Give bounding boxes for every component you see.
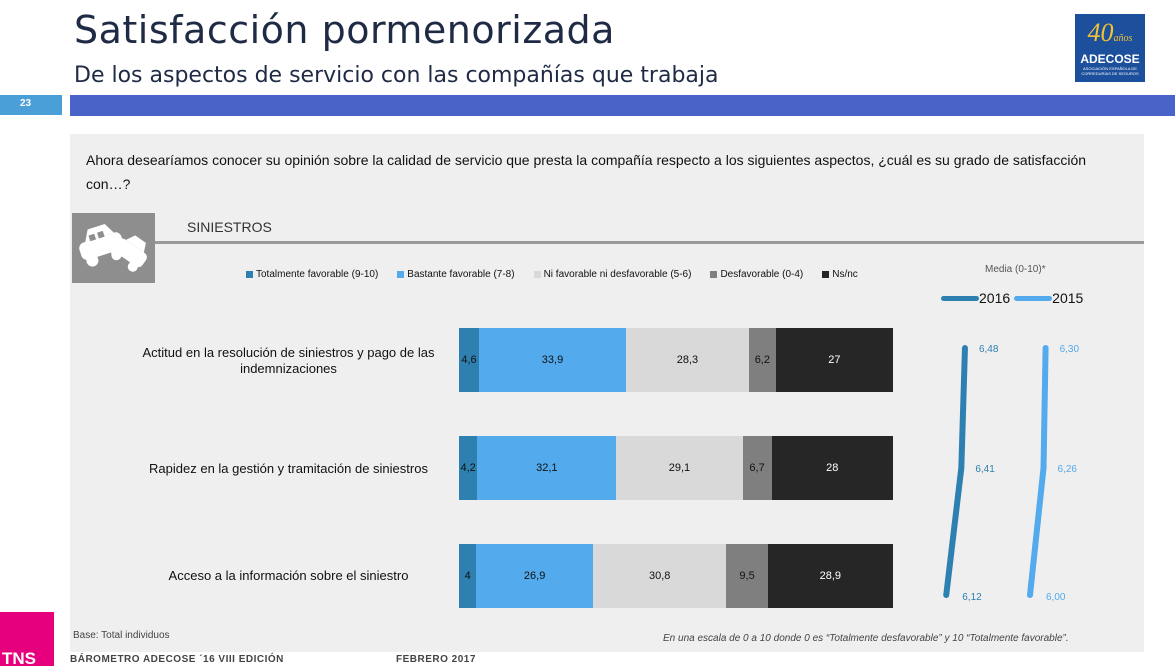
legend-swatch — [710, 271, 718, 278]
row-label: Acceso a la información sobre el siniest… — [168, 568, 409, 583]
legend-swatch — [822, 271, 830, 278]
bar-segment: 9,5 — [726, 544, 768, 608]
logo-name: ADECOSE — [1080, 52, 1140, 66]
bar-segment: 27 — [775, 328, 893, 392]
section-divider — [155, 241, 1144, 244]
legend-label: Desfavorable (0-4) — [720, 269, 804, 280]
media-value-label: 6,48 — [979, 344, 999, 355]
bar-segment: 4,6 — [459, 328, 479, 392]
media-legend: 2016 2015 — [941, 290, 1087, 306]
footer-note: En una escala de 0 a 10 donde 0 es “Tota… — [663, 633, 1069, 644]
footer-base: Base: Total individuos — [73, 630, 170, 641]
bar-value-label: 27 — [828, 354, 841, 366]
media-legend-label: 2016 — [979, 290, 1011, 306]
media-legend-line — [1014, 295, 1053, 301]
page-title: Satisfacción pormenorizada — [74, 8, 615, 52]
bar-value-label: 30,8 — [649, 570, 671, 582]
chart-legend: Totalmente favorable (9-10) Bastante fav… — [246, 269, 858, 280]
legend-swatch — [397, 271, 405, 278]
media-legend-item: 2015 — [1014, 290, 1083, 306]
media-value-label: 6,41 — [975, 464, 995, 475]
stacked-bar: 4,2 32,1 29,1 6,7 28 — [459, 436, 893, 500]
car-crash-icon — [72, 213, 155, 283]
media-legend-label: 2015 — [1052, 290, 1084, 306]
bar-segment: 4,2 — [459, 436, 478, 500]
legend-label: Bastante favorable (7-8) — [407, 269, 515, 280]
legend-item: Desfavorable (0-4) — [710, 269, 803, 280]
bar-segment: 33,9 — [478, 328, 627, 392]
bar-segment: 32,1 — [477, 436, 617, 500]
survey-question: Ahora desearíamos conocer su opinión sob… — [86, 152, 1087, 192]
page-subtitle: De los aspectos de servicio con las comp… — [74, 63, 719, 88]
legend-swatch — [246, 271, 253, 278]
media-value-label: 6,30 — [1060, 344, 1080, 355]
stacked-bar: 4 26,9 30,8 9,5 28,9 — [459, 544, 893, 608]
bar-value-label: 28 — [826, 462, 839, 474]
stacked-bar: 4,6 33,9 28,3 6,2 27 — [459, 328, 893, 392]
row-label: Rapidez en la gestión y tramitación de s… — [149, 461, 428, 476]
tns-logo: TNS — [0, 612, 54, 666]
legend-label: Totalmente favorable (9-10) — [256, 269, 379, 280]
bar-segment: 28 — [771, 436, 893, 500]
legend-item: Totalmente favorable (9-10) — [246, 269, 378, 280]
bar-value-label: 6,7 — [749, 462, 765, 474]
bar-value-label: 28,3 — [676, 354, 699, 366]
media-legend-item: 2016 — [941, 290, 1010, 306]
media-line-chart: 6,48 6,41 6,12 6,30 6,26 6,00 — [943, 344, 1080, 603]
legend-label: Ni favorable ni desfavorable (5-6) — [543, 269, 692, 280]
logo-40: 40años — [1087, 18, 1133, 47]
legend-label: Ns/nc — [832, 269, 858, 280]
row-label: Actitud en la resolución de siniestros y… — [142, 345, 435, 376]
footer-date: FEBRERO 2017 — [396, 654, 476, 665]
logo-tagline: ASOCIACIÓN ESPAÑOLA DE CORREDURÍAS DE SE… — [1081, 66, 1139, 76]
bar-value-label: 28,9 — [819, 570, 842, 582]
bar-value-label: 6,2 — [754, 354, 770, 366]
media-series-line — [943, 345, 968, 598]
bar-segment: 6,7 — [742, 436, 772, 500]
bar-segment: 28,9 — [767, 544, 893, 608]
media-title: Media (0-10)* — [985, 264, 1046, 275]
bar-value-label: 4,6 — [461, 354, 477, 366]
bar-segment: 30,8 — [592, 544, 727, 608]
bar-segment: 29,1 — [616, 436, 743, 500]
legend-item: Bastante favorable (7-8) — [397, 269, 515, 280]
media-value-label: 6,12 — [962, 592, 982, 603]
legend-item: Ni favorable ni desfavorable (5-6) — [533, 269, 692, 280]
media-value-label: 6,26 — [1058, 464, 1078, 475]
bar-value-label: 33,9 — [541, 354, 564, 366]
bar-value-label: 4,2 — [460, 462, 476, 474]
media-legend-line — [941, 295, 979, 301]
bar-segment: 6,2 — [748, 328, 776, 392]
section-title: SINIESTROS — [187, 219, 272, 235]
page-number-badge: 23 — [0, 95, 62, 115]
bar-value-label: 9,5 — [739, 570, 755, 582]
legend-swatch — [533, 271, 541, 278]
bar-value-label: 4 — [464, 570, 471, 582]
bar-value-label: 26,9 — [523, 570, 546, 582]
header-band — [70, 95, 1175, 116]
bar-value-label: 29,1 — [668, 462, 691, 474]
legend-item: Ns/nc — [822, 269, 858, 280]
footer-barometer: BÁROMETRO ADECOSE ´16 VIII EDICIÓN — [70, 654, 284, 665]
bar-segment: 28,3 — [626, 328, 749, 392]
bar-value-label: 32,1 — [536, 462, 558, 474]
bar-segment: 26,9 — [476, 544, 593, 608]
bar-segment: 4 — [459, 544, 477, 608]
adecose-logo: 40años ADECOSE ASOCIACIÓN ESPAÑOLA DE CO… — [1075, 14, 1145, 82]
media-series-line — [1027, 345, 1049, 598]
media-value-label: 6,00 — [1046, 592, 1066, 603]
